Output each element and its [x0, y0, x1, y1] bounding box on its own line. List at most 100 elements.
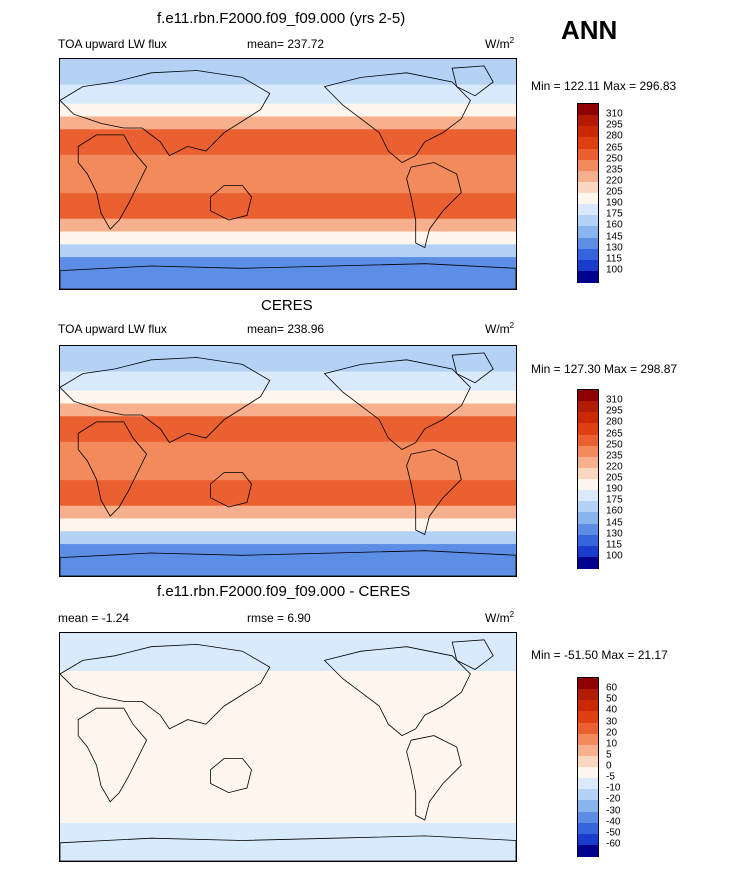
panel3-title: f.e11.rbn.F2000.f09_f09.000 - CERES	[157, 583, 411, 600]
colorbar-tick-label: 160	[606, 219, 623, 231]
colorbar-tick-label: 145	[606, 231, 623, 242]
panel3-map	[59, 632, 517, 862]
map-band	[60, 709, 516, 786]
coastline	[451, 65, 494, 97]
panel1-colorbar	[577, 103, 599, 283]
panel2-minmax: Min = 127.30 Max = 298.87	[531, 362, 678, 376]
colorbar-tick-label: 235	[606, 450, 623, 462]
colorbar-tick-label: -30	[606, 805, 621, 816]
colorbar-segment	[578, 193, 598, 205]
map-band	[60, 84, 516, 105]
colorbar-segment	[578, 678, 598, 690]
colorbar-segment	[578, 159, 598, 172]
coastline	[323, 72, 471, 163]
coastline	[323, 646, 471, 737]
colorbar-tick-label: 190	[606, 197, 623, 209]
colorbar-segment	[578, 237, 598, 250]
map-band	[60, 403, 516, 417]
colorbar-tick-label: 280	[606, 416, 623, 428]
colorbar-segment	[578, 711, 598, 723]
panel2-units: W/m2	[485, 321, 515, 337]
colorbar-segment	[578, 445, 598, 458]
panel1-mean: mean= 237.72	[247, 37, 325, 51]
colorbar-tick-label: 0	[606, 760, 612, 772]
colorbar-tick-label: 30	[606, 716, 618, 727]
panel2-colorbar-labels: 310 295 280 265 250 235 220 205 190 175 160 145 130 1…	[606, 389, 646, 569]
map-band	[60, 518, 516, 532]
colorbar-segment	[578, 137, 598, 149]
colorbar-segment	[578, 534, 598, 547]
map-band	[60, 390, 516, 404]
colorbar-tick-label: 235	[606, 164, 623, 176]
map-band	[60, 671, 516, 710]
coastline	[60, 263, 516, 289]
colorbar-tick-label: 280	[606, 130, 623, 142]
panel1-map	[59, 58, 517, 290]
colorbar-segment	[578, 170, 598, 183]
colorbar-segment	[578, 434, 598, 447]
colorbar-tick-label: 130	[606, 528, 623, 540]
colorbar-segment	[578, 523, 598, 536]
colorbar-tick-label: 220	[606, 175, 623, 187]
coastline	[60, 835, 516, 861]
colorbar-segment	[578, 204, 598, 216]
panel3-colorbar	[577, 677, 599, 857]
coastline	[406, 449, 462, 536]
colorbar-tick-label: 160	[606, 505, 623, 517]
map-band	[60, 416, 516, 443]
colorbar-segment	[578, 479, 598, 491]
colorbar-tick-label: -60	[606, 838, 621, 850]
map-plot	[60, 59, 516, 289]
colorbar-segment	[578, 800, 598, 812]
map-band	[60, 823, 516, 861]
colorbar-tick-label: 265	[606, 142, 623, 153]
colorbar-segment	[578, 700, 598, 712]
colorbar-tick-label: -5	[606, 771, 615, 783]
colorbar-tick-label: 40	[606, 704, 618, 716]
coastline	[60, 357, 271, 444]
panel2-mean: mean= 238.96	[247, 322, 325, 336]
panel3-rmse: rmse = 6.90	[247, 611, 311, 625]
colorbar-segment	[578, 833, 598, 846]
panel2-variable: TOA upward LW flux	[58, 322, 167, 336]
colorbar-segment	[578, 104, 598, 116]
colorbar-tick-label: -10	[606, 782, 621, 794]
colorbar-segment	[578, 390, 598, 402]
panel1-units: W/m2	[485, 36, 515, 52]
colorbar-segment	[578, 755, 598, 768]
colorbar-tick-label: 175	[606, 494, 623, 506]
colorbar-segment	[578, 822, 598, 835]
map-band	[60, 785, 516, 824]
colorbar-segment	[578, 148, 598, 161]
colorbar-segment	[578, 778, 598, 790]
panel2-map	[59, 345, 517, 577]
coastline	[77, 134, 148, 230]
map-band	[60, 231, 516, 245]
map-band	[60, 544, 516, 576]
colorbar-tick-label: 115	[606, 253, 622, 265]
map-plot	[60, 633, 516, 861]
coastline	[323, 359, 471, 450]
map-band	[60, 129, 516, 156]
map-band	[60, 257, 516, 289]
colorbar-tick-label: 130	[606, 242, 623, 254]
colorbar-segment	[578, 767, 598, 779]
colorbar-tick-label: 265	[606, 428, 623, 439]
colorbar-segment	[578, 556, 598, 569]
coastline	[451, 352, 494, 384]
panel3-units: W/m2	[485, 610, 515, 626]
coastline	[77, 421, 148, 517]
colorbar-segment	[578, 259, 598, 272]
coastline	[210, 758, 252, 794]
colorbar-segment	[578, 467, 598, 480]
map-band	[60, 59, 516, 86]
panel3-minmax: Min = -51.50 Max = 21.17	[531, 648, 668, 662]
map-band	[60, 441, 516, 481]
colorbar-segment	[578, 181, 598, 194]
map-band	[60, 218, 516, 232]
panel3-mean: mean = -1.24	[58, 611, 130, 625]
colorbar-tick-label: -50	[606, 827, 621, 839]
coastline	[210, 185, 252, 221]
colorbar-tick-label: 295	[606, 405, 623, 417]
colorbar-tick-label: 250	[606, 439, 623, 451]
